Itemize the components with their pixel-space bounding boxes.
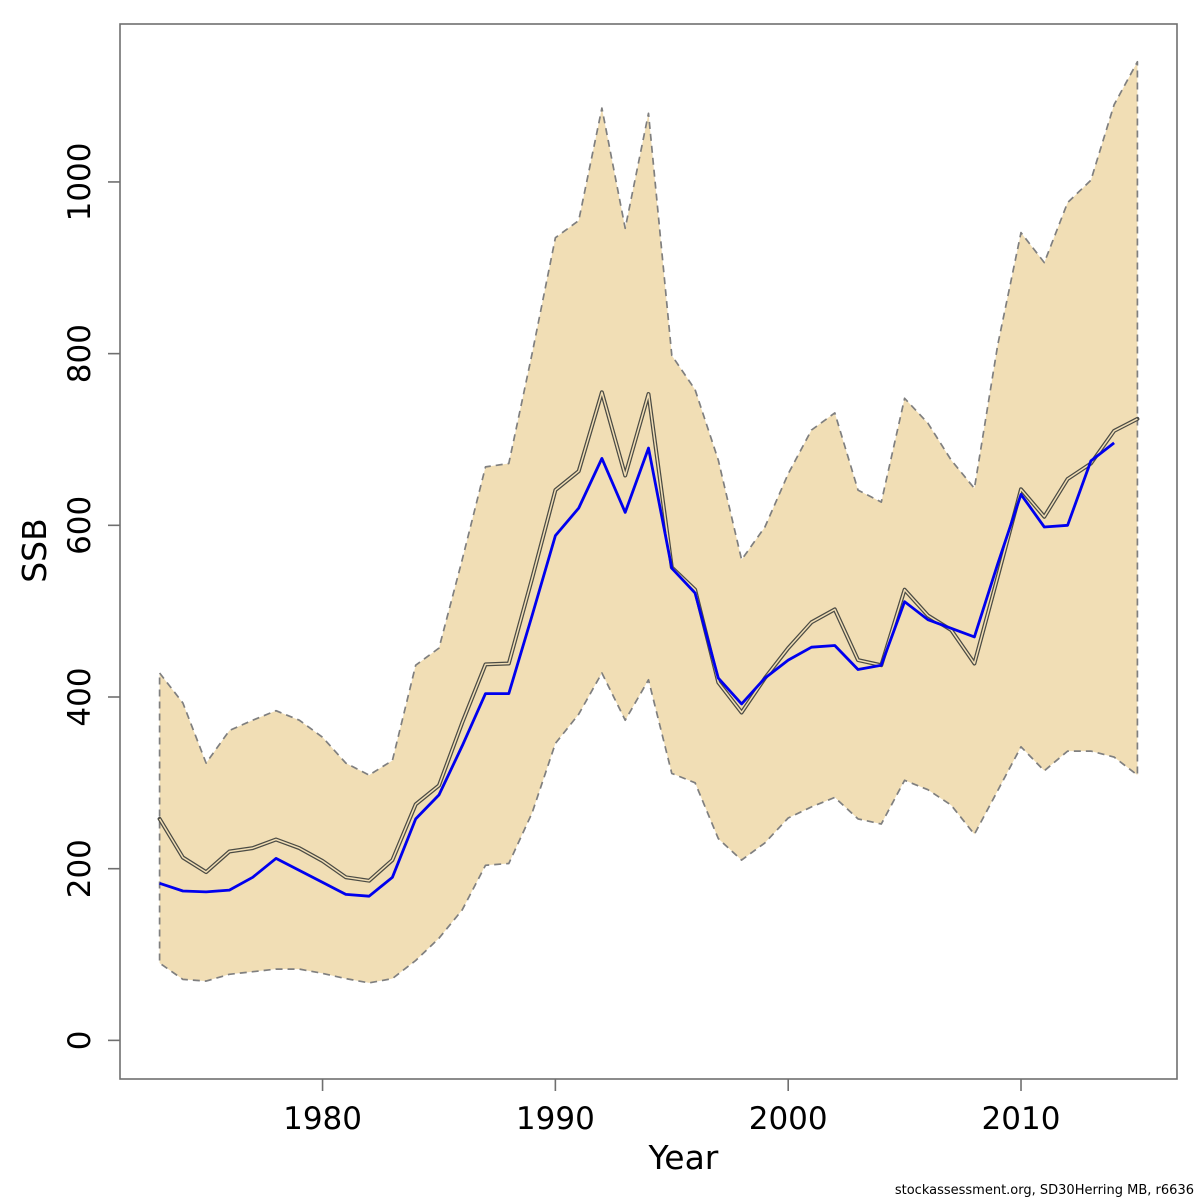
y-axis-title-box: SSB (14, 0, 54, 1100)
estimate-line-core (158, 391, 1138, 882)
observed-line (159, 441, 1115, 898)
y-tick-label: 800 (62, 324, 98, 383)
y-tick-label: 1000 (62, 142, 98, 221)
x-tick-label: 1990 (516, 1101, 595, 1137)
y-axis-title: SSB (14, 517, 54, 583)
confidence-band (158, 60, 1139, 984)
footer-credit: stockassessment.org, SD30Herring MB, r66… (894, 1183, 1194, 1198)
x-tick-label: 2000 (749, 1101, 828, 1137)
y-tick-label: 200 (62, 839, 98, 898)
x-tick-label: 1980 (283, 1101, 362, 1137)
y-tick-label: 400 (62, 667, 98, 726)
x-axis-title: Year (648, 1138, 719, 1177)
y-tick-label: 600 (62, 496, 98, 555)
y-tick-label: 0 (62, 1031, 98, 1051)
x-tick-label: 2010 (982, 1101, 1061, 1137)
plot-box (119, 23, 1178, 1080)
